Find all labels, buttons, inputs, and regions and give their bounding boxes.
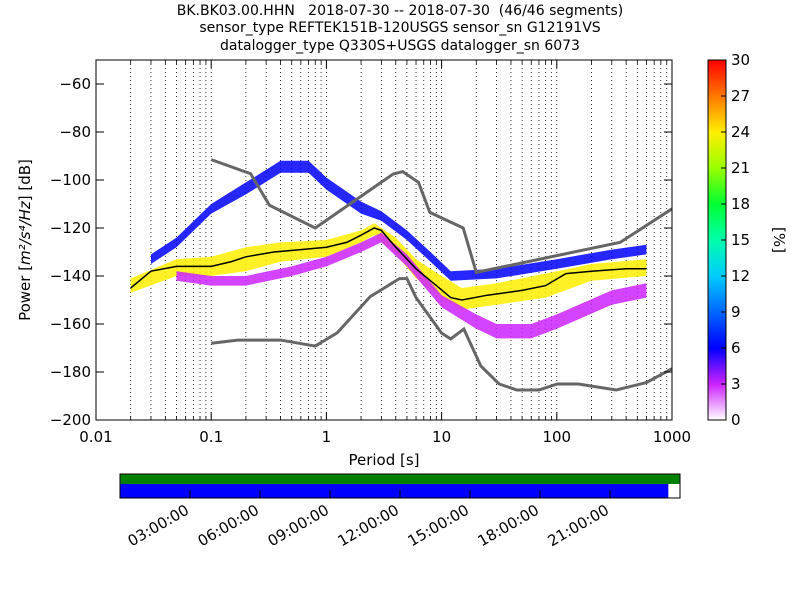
y-tick-label: −100 [50,171,91,189]
coverage-tick-label: 09:00:00 [265,501,332,550]
y-tick-label: −120 [50,219,91,237]
title-line-1: BK.BK03.00.HHN 2018-07-30 -- 2018-07-30 … [176,3,624,19]
coverage-track [120,484,669,498]
coverage-track [120,474,680,484]
coverage-tick-label: 12:00:00 [335,501,402,550]
colorbar-tick-label: 6 [731,339,741,357]
low-noise-model-curve [211,277,672,392]
data-coverage-bar [120,474,680,498]
x-tick-label: 0.1 [199,428,223,446]
y-tick-label: −160 [50,315,91,333]
y-tick-label: −80 [59,123,91,141]
psd-distribution [130,160,647,339]
noise-models [210,158,672,392]
high-noise-model-curve [210,158,672,275]
y-tick-label: −60 [59,75,91,93]
colorbar-tick-label: 27 [731,87,750,105]
x-tick-label: 1 [322,428,332,446]
colorbar-ticks: 0 3 6 9 12 15 18 21 24 27 30 [721,51,750,429]
colorbar-tick-label: 24 [731,123,750,141]
plot-frame [95,59,673,421]
x-tick-label: 1000 [653,428,691,446]
y-tick-label: −180 [50,363,91,381]
colorbar-tick-label: 9 [731,303,741,321]
coverage-tick-label: 18:00:00 [475,501,542,550]
y-axis-ticks: −200 −180 −160 −140 −120 −100 −80 −60 [50,75,672,429]
x-tick-label: 10 [432,428,451,446]
mode-curve [130,227,647,301]
colorbar-tick-label: 12 [731,267,750,285]
x-tick-label: 100 [542,428,571,446]
title-line-3: datalogger_type Q330S+USGS datalogger_sn… [220,38,580,54]
title-line-2: sensor_type REFTEK151B-120USGS sensor_sn… [199,20,601,36]
y-tick-label: −140 [50,267,91,285]
coverage-time-ticks: 03:00:00 06:00:00 09:00:00 12:00:00 15:00:00… [125,490,612,550]
colorbar-tick-label: 18 [731,195,750,213]
period-gridlines [130,60,668,420]
colorbar-tick-label: 30 [731,51,750,69]
colorbar-tick-label: 0 [731,411,741,429]
colorbar-tick-label: 3 [731,375,741,393]
coverage-tick-label: 03:00:00 [125,501,192,550]
x-axis-ticks: 0.01 0.1 1 10 100 1000 [79,60,691,446]
coverage-tick-label: 06:00:00 [195,501,262,550]
colorbar-label: [%] [770,227,788,253]
colorbar-tick-label: 21 [731,159,750,177]
coverage-tick-label: 21:00:00 [545,501,612,550]
colorbar-tick-label: 15 [731,231,750,249]
x-axis-label: Period [s] [348,451,419,469]
psd-band-core [130,223,647,310]
x-tick-label: 0.01 [79,428,112,446]
mode-curve-group [130,227,647,301]
y-tick-label: −200 [50,411,91,429]
coverage-tick-label: 15:00:00 [405,501,472,550]
y-axis-label: Power [m²/s⁴/Hz] [dB] [16,159,34,321]
